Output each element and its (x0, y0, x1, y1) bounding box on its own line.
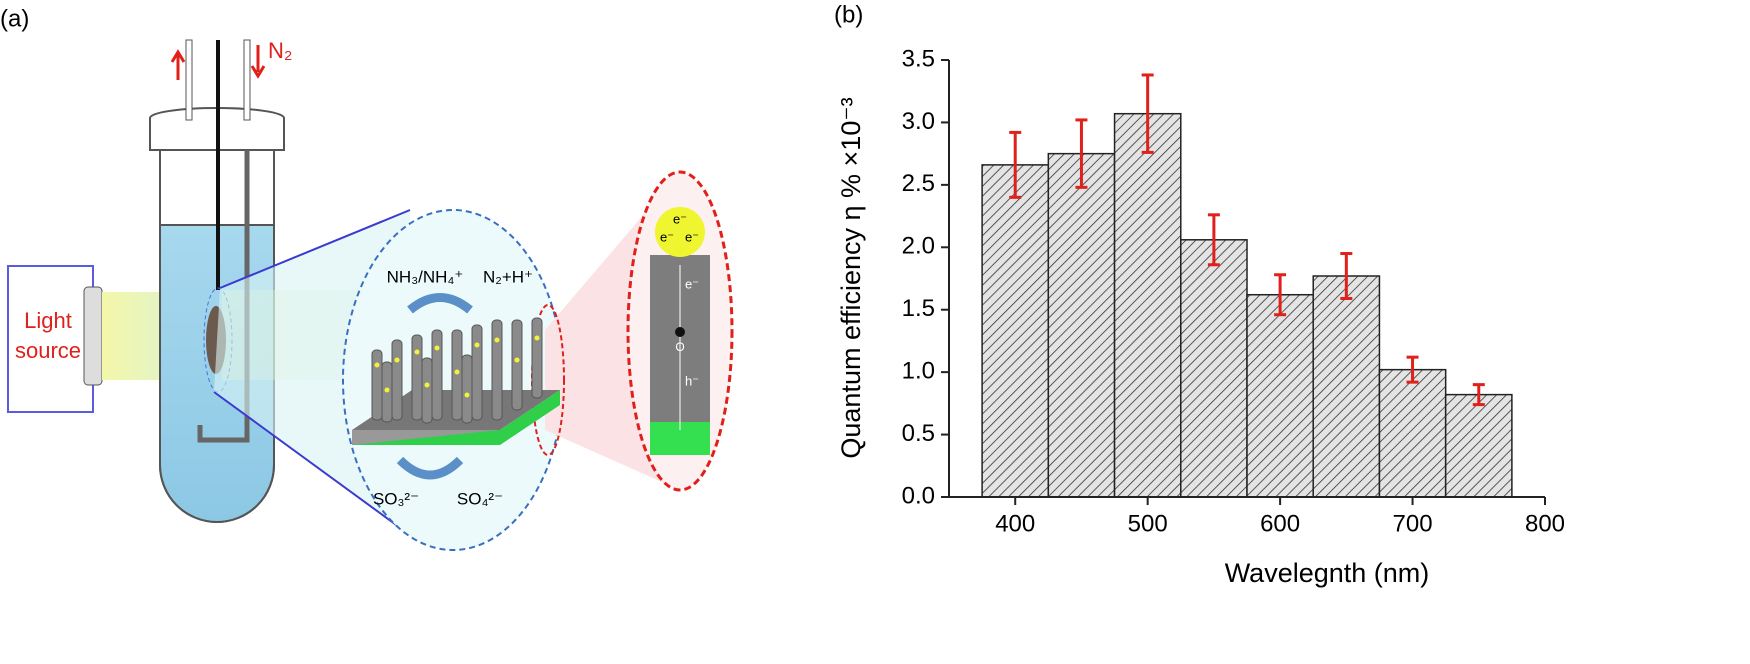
reactants-label: N₂+H⁺ (483, 267, 533, 286)
zoom-line (213, 391, 411, 536)
arrow-in (250, 45, 266, 79)
y-axis-label: Quantum efficiency η % ×10⁻³ (836, 97, 866, 458)
electron: e⁻ (685, 229, 699, 244)
light-box (7, 265, 94, 413)
panel-label: (a) (0, 5, 29, 32)
light-label: source (15, 338, 81, 363)
bar (1113, 112, 1182, 498)
bar (1047, 152, 1116, 498)
electron: e⁻ (685, 276, 699, 291)
lamp (83, 286, 103, 386)
particles (374, 335, 540, 398)
y-tick-label: 2.0 (902, 233, 935, 260)
gas-tube (185, 39, 193, 121)
substrate-base (352, 390, 560, 445)
y-tick-label: 1.5 (902, 295, 935, 322)
x-tick-label: 400 (995, 510, 1035, 537)
y-tick-label: 0.5 (902, 420, 935, 447)
flow-arrow (396, 456, 464, 480)
flow-arrow (407, 293, 473, 314)
y-tick-label: 2.5 (902, 170, 935, 197)
x-tick-label: 600 (1260, 510, 1300, 537)
donor-product-label: SO₄²⁻ (457, 489, 503, 508)
error-bar (1472, 383, 1485, 407)
zoom-line (219, 209, 411, 289)
nanowires (371, 317, 543, 424)
panel-label: (b) (834, 1, 863, 28)
bar (1378, 368, 1447, 498)
bar (1246, 293, 1314, 498)
panel-b: (b) Wavelegnth (nm) Quantum efficiency η… (834, 1, 1565, 588)
zoom-spot-red (531, 304, 565, 456)
y-tick-label: 0.0 (902, 482, 935, 509)
products-label: NH₃/NH₄⁺ (387, 267, 464, 286)
y-tick-label: 1.0 (902, 357, 935, 384)
donor-label: SO₃²⁻ (373, 489, 419, 508)
hole: h⁻ (685, 373, 699, 388)
bar (981, 164, 1050, 498)
light-label: Light (24, 308, 72, 333)
error-bar (1075, 118, 1088, 189)
arrow-out (170, 49, 186, 80)
x-axis-label: Wavelegnth (nm) (1225, 558, 1430, 588)
electron: e⁻ (660, 229, 674, 244)
bar (1312, 275, 1381, 498)
gas-tube (243, 39, 251, 121)
gas-label: N₂ (268, 38, 292, 63)
center-label: O (675, 340, 684, 354)
x-tick-label: 700 (1393, 510, 1433, 537)
error-bar (1274, 273, 1287, 317)
error-bar (1009, 130, 1022, 199)
test-tube (159, 150, 275, 523)
bar (1444, 393, 1513, 498)
error-bar (1207, 213, 1220, 267)
panel-a: (a) Light source N₂ (0, 5, 734, 551)
y-tick-label: 3.5 (902, 45, 935, 72)
electron: e⁻ (673, 211, 687, 226)
particle (655, 207, 705, 257)
error-bar (1406, 355, 1419, 384)
x-tick-label: 800 (1525, 510, 1565, 537)
x-tick-label: 500 (1128, 510, 1168, 537)
error-bar (1340, 252, 1353, 300)
y-tick-label: 3.0 (902, 108, 935, 135)
center-dot (675, 327, 685, 337)
error-bar (1141, 73, 1154, 154)
bar (1180, 239, 1248, 498)
